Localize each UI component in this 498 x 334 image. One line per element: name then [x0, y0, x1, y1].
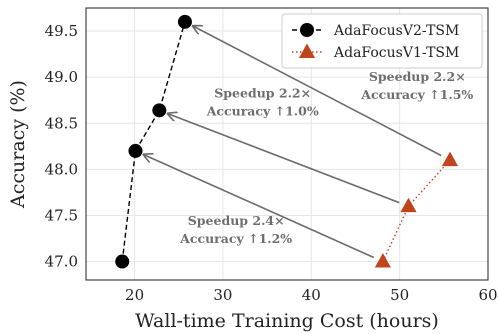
data-point-adafocusv1 — [400, 197, 417, 213]
x-tick-label: 30 — [213, 286, 232, 304]
legend-marker-adafocusv2 — [300, 23, 314, 37]
annotation-line: Speedup 2.4× — [188, 213, 285, 228]
y-tick-label: 49.0 — [45, 68, 78, 86]
speedup-annotation: Speedup 2.2× Accuracy ↑1.0% — [206, 86, 319, 119]
data-point-adafocusv2 — [177, 14, 192, 29]
arrows — [144, 26, 442, 259]
plot-frame — [85, 7, 489, 281]
data-point-adafocusv1 — [441, 151, 459, 167]
x-tick-label: 50 — [390, 286, 409, 304]
x-tick-label: 20 — [125, 286, 144, 304]
x-tick-label: 60 — [478, 286, 497, 304]
legend-label-adafocusv1: AdaFocusV1-TSM — [333, 45, 459, 61]
y-axis-label: Accuracy (%) — [7, 80, 29, 209]
y-tick-label: 47.0 — [45, 253, 78, 271]
data-point-adafocusv1 — [374, 253, 391, 268]
annotation-line: Accuracy ↑1.5% — [360, 87, 473, 102]
tick-labels: 20 30 40 50 60 47.0 47.5 48.0 48.5 49.0 49.5 — [45, 22, 498, 304]
series-line-0 — [121, 21, 186, 262]
annotation-line: Accuracy ↑1.2% — [179, 231, 292, 246]
speedup-arrow — [168, 114, 400, 204]
y-tick-label: 49.5 — [45, 22, 78, 40]
legend-marker-adafocusv1 — [298, 43, 316, 58]
y-tick-label: 47.5 — [45, 206, 78, 224]
data-point-adafocusv2 — [128, 143, 143, 158]
speedup-annotation: Speedup 2.2× Accuracy ↑1.5% — [360, 69, 473, 102]
annotation-line: Speedup 2.2× — [214, 86, 311, 101]
annotations: Speedup 2.4× Accuracy ↑1.2% Speedup 2.2× Ac… — [179, 69, 473, 246]
speedup-arrow — [144, 155, 375, 259]
series-line-1 — [382, 159, 451, 262]
annotation-line: Accuracy ↑1.0% — [206, 104, 319, 119]
legend-box — [281, 13, 483, 69]
y-tick-label: 48.0 — [45, 160, 78, 178]
speedup-annotation: Speedup 2.4× Accuracy ↑1.2% — [179, 213, 292, 246]
x-axis-label: Wall-time Training Cost (hours) — [135, 310, 439, 332]
annotation-line: Speedup 2.2× — [369, 69, 466, 84]
legend: AdaFocusV2-TSM AdaFocusV1-TSM — [281, 13, 483, 69]
legend-label-adafocusv2: AdaFocusV2-TSM — [333, 23, 459, 39]
speedup-arrow — [193, 26, 442, 157]
data-point-adafocusv2 — [152, 103, 167, 118]
data-point-adafocusv2 — [115, 254, 130, 269]
y-tick-label: 48.5 — [45, 114, 78, 132]
series-markers — [115, 14, 459, 269]
x-tick-label: 40 — [302, 286, 321, 304]
